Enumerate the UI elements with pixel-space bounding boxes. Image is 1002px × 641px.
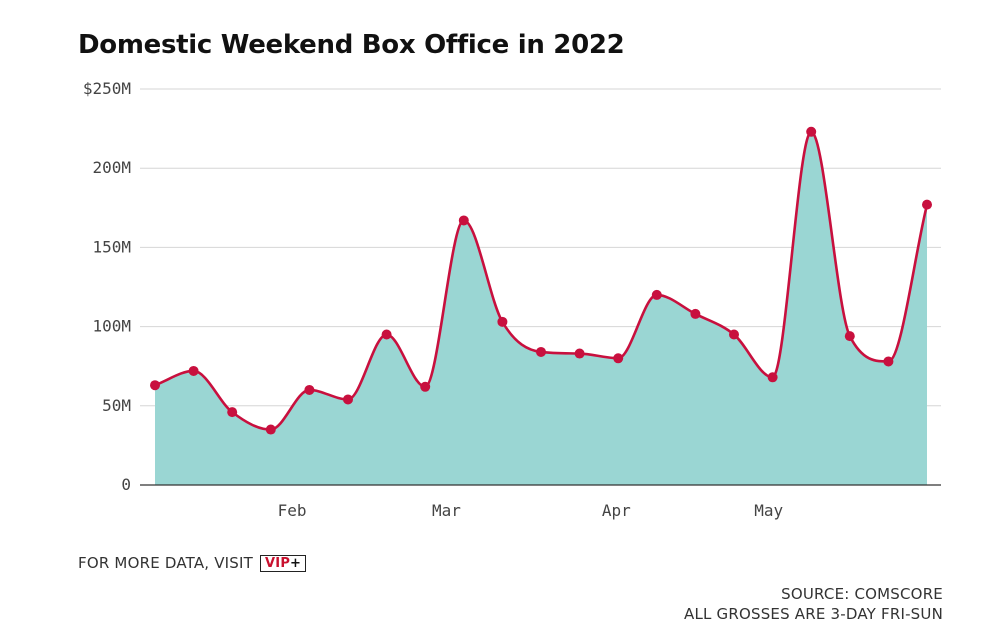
data-point (188, 365, 199, 376)
area-chart: 0 50M 100M 150M 200M $250M Feb Mar Apr May (83, 79, 941, 520)
x-tick-label: May (754, 501, 783, 520)
area-fill (155, 131, 927, 485)
vip-plus-link[interactable]: VIP+ (260, 554, 307, 572)
data-point (613, 353, 624, 364)
x-tick-label: Apr (602, 501, 631, 520)
x-tick-labels: Feb Mar Apr May (278, 501, 784, 520)
data-point (304, 384, 315, 395)
data-point (651, 289, 662, 300)
data-point (690, 308, 701, 319)
chart-title: Domestic Weekend Box Office in 2022 (78, 30, 625, 60)
data-point (497, 316, 508, 327)
data-point (265, 424, 276, 435)
grosses-note: ALL GROSSES ARE 3-DAY FRI-SUN (683, 605, 943, 623)
y-tick-label: 150M (92, 237, 131, 256)
y-tick-label: 50M (102, 396, 131, 415)
vip-text: VIP (265, 555, 291, 571)
y-tick-label: 100M (92, 317, 131, 336)
data-point (767, 372, 778, 383)
y-tick-labels: 0 50M 100M 150M 200M $250M (83, 79, 131, 494)
data-point (883, 356, 894, 367)
more-data-text: FOR MORE DATA, VISIT (78, 554, 254, 572)
data-point (420, 381, 431, 392)
x-tick-label: Feb (278, 501, 307, 520)
data-point (806, 126, 817, 137)
x-tick-label: Mar (432, 501, 461, 520)
data-point (729, 329, 739, 340)
y-tick-label: 200M (92, 158, 131, 177)
data-point (343, 394, 353, 405)
y-tick-label: 0 (121, 475, 131, 494)
data-point (150, 380, 160, 391)
source-note: SOURCE: COMSCORE ALL GROSSES ARE 3-DAY F… (684, 584, 943, 624)
data-point (458, 215, 469, 226)
data-point (536, 346, 546, 357)
y-tick-label: $250M (83, 79, 131, 98)
data-point (844, 331, 855, 342)
data-points (150, 126, 932, 435)
more-data-note: FOR MORE DATA, VISIT VIP+ (78, 554, 307, 572)
data-point (574, 348, 585, 359)
data-point (381, 329, 392, 340)
source-text: SOURCE: COMSCORE (781, 585, 943, 603)
vip-plus-sign: + (290, 555, 302, 571)
data-point (227, 407, 238, 418)
data-point (922, 199, 932, 210)
